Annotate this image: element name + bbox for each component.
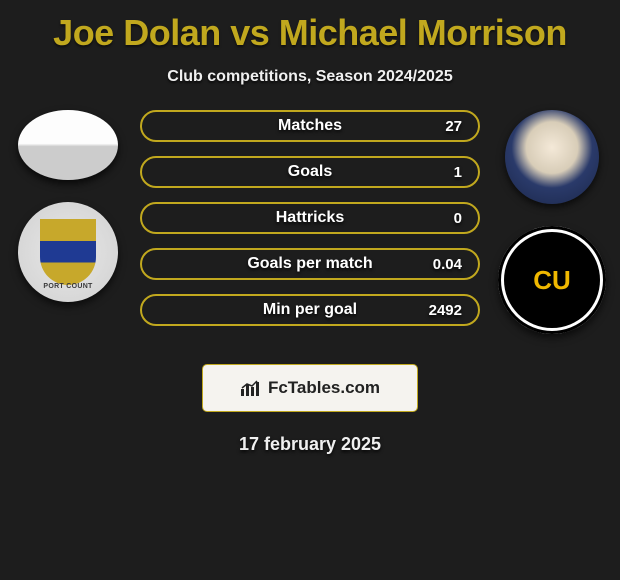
footer-date: 17 february 2025 [0,434,620,455]
page-title: Joe Dolan vs Michael Morrison [0,0,620,54]
subtitle: Club competitions, Season 2024/2025 [0,68,620,86]
stat-row: Goals per match 0.04 [140,248,480,280]
stat-label: Goals per match [247,255,372,273]
stat-value-right: 27 [445,118,462,135]
player-left-avatar [18,110,118,180]
crest-label: PORT COUNT [18,283,118,290]
stat-label: Matches [278,117,342,135]
site-label: FcTables.com [268,378,380,398]
site-badge[interactable]: FcTables.com [202,364,418,412]
stat-row: Goals 1 [140,156,480,188]
stat-value-right: 1 [454,164,462,181]
stat-bars: Matches 27 Goals 1 Hattricks 0 Goals per… [140,110,480,340]
player-left-crest: PORT COUNT [18,202,118,302]
stat-value-right: 2492 [429,302,462,319]
stat-value-right: 0 [454,210,462,227]
crest-code: CU [533,265,571,296]
stat-label: Min per goal [263,301,357,319]
stats-area: PORT COUNT CU Matches 27 Goals 1 Hattric… [0,110,620,350]
left-player-column: PORT COUNT [8,110,128,302]
stat-value-right: 0.04 [433,256,462,273]
stat-label: Goals [288,163,332,181]
right-player-column: CU [492,110,612,334]
stat-row: Min per goal 2492 [140,294,480,326]
crest-shield-icon [40,219,96,285]
stat-label: Hattricks [276,209,344,227]
player-right-crest: CU [498,226,606,334]
stat-row: Matches 27 [140,110,480,142]
player-right-avatar [505,110,599,204]
bar-chart-icon [240,379,262,397]
stat-row: Hattricks 0 [140,202,480,234]
